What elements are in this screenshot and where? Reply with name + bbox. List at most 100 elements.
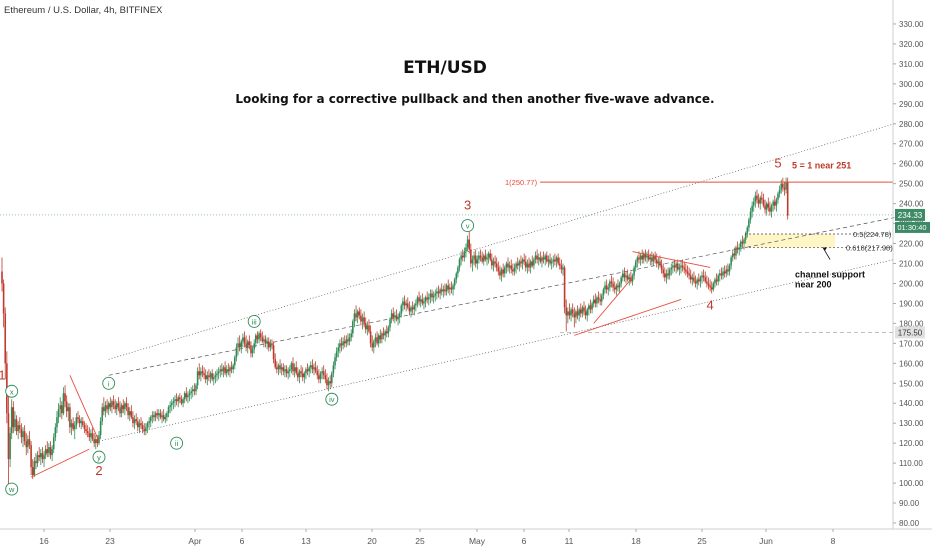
countdown-tag-label: 01:30:40 (897, 223, 926, 232)
candle-body (447, 285, 449, 290)
candle-body (38, 455, 40, 458)
price-tick-label: 90.00 (899, 499, 920, 508)
candle-body (271, 343, 273, 346)
price-tick-label: 130.00 (899, 419, 924, 428)
candle-body (23, 431, 26, 442)
candle-body (73, 425, 76, 430)
candle-body (715, 279, 718, 282)
candle-body (521, 259, 524, 264)
candle-body (266, 341, 268, 344)
candle-body (699, 277, 702, 282)
candle-body (368, 325, 370, 332)
candle-body (311, 365, 314, 370)
candle-body (649, 257, 652, 260)
candle-body (552, 259, 555, 262)
candle-body (497, 267, 500, 272)
candle-body (563, 267, 566, 308)
candle-body (655, 259, 658, 264)
candle-body (188, 393, 191, 396)
candle-body (115, 403, 118, 410)
candle-body (259, 333, 262, 338)
candle-body (547, 259, 550, 262)
price-tick-label: 320.00 (899, 40, 924, 49)
candle-body (72, 423, 74, 430)
candle-body (222, 367, 225, 372)
candle-body (505, 263, 508, 268)
wave-label-minor-circle (92, 450, 106, 464)
candle-body (452, 285, 454, 290)
candle-body (423, 301, 425, 304)
candle-body (652, 255, 655, 262)
candle-body (88, 433, 91, 438)
candle-body (707, 283, 710, 286)
candle-body (660, 265, 663, 270)
fib-level-label-1: 1(250.77) (505, 178, 538, 187)
candle-body (235, 347, 238, 358)
candle-body (473, 255, 475, 260)
candle-body (49, 447, 52, 456)
candle-body (190, 391, 192, 394)
candle-body (219, 369, 222, 372)
candle-body (180, 399, 183, 404)
candle-body (484, 255, 487, 260)
last-price-tag-label: 234.33 (898, 211, 923, 220)
candle-body (428, 297, 430, 300)
candle-body (329, 381, 331, 384)
candle-body (437, 291, 440, 294)
candle-body (767, 203, 770, 208)
candle-body (694, 281, 697, 284)
candle-body (691, 277, 694, 280)
candle-body (571, 309, 574, 314)
candle-body (546, 255, 548, 262)
candle-body (67, 407, 70, 412)
candle-body (510, 265, 513, 270)
candle-body (238, 343, 241, 348)
candle-body (685, 269, 687, 272)
candle-body (104, 405, 107, 412)
candle-body (182, 399, 184, 404)
channel-middle-line (108, 217, 895, 376)
candle-body (363, 317, 365, 324)
candle-body (481, 257, 483, 262)
candle-body (720, 273, 723, 276)
candle-body (410, 307, 412, 312)
level-175-tag-label: 175.50 (898, 328, 923, 337)
candle-body (586, 309, 589, 316)
candle-body (343, 341, 346, 344)
candle-body (562, 267, 564, 270)
time-tick-label: 13 (301, 536, 311, 546)
candle-body (371, 343, 374, 348)
candle-body (191, 389, 194, 392)
candle-body (389, 319, 391, 328)
candle-body (400, 305, 403, 314)
candle-body (313, 367, 315, 370)
candle-body (461, 255, 464, 258)
candle-body (397, 317, 399, 320)
candle-body (534, 255, 537, 260)
price-tick-label: 160.00 (899, 359, 924, 368)
price-tick-label: 240.00 (899, 200, 924, 209)
candle-body (98, 435, 100, 444)
candle-body (358, 311, 361, 316)
candle-body (248, 341, 251, 346)
candle-body (272, 345, 275, 360)
candle-body (664, 273, 666, 278)
candle-body (704, 277, 707, 282)
candle-body (204, 375, 207, 380)
price-tick-label: 140.00 (899, 399, 924, 408)
candle-body (31, 467, 34, 476)
time-tick-label: 20 (367, 536, 377, 546)
candle-body (225, 369, 228, 374)
candle-body (719, 273, 721, 276)
candle-body (631, 275, 634, 282)
candle-body (476, 259, 479, 264)
candle-body (466, 239, 469, 248)
candle-body (125, 403, 128, 408)
candle-body (693, 277, 695, 282)
candle-body (183, 393, 186, 400)
candle-body (643, 253, 645, 260)
candle-body (769, 207, 771, 212)
candle-body (337, 347, 340, 352)
candle-body (741, 241, 744, 244)
